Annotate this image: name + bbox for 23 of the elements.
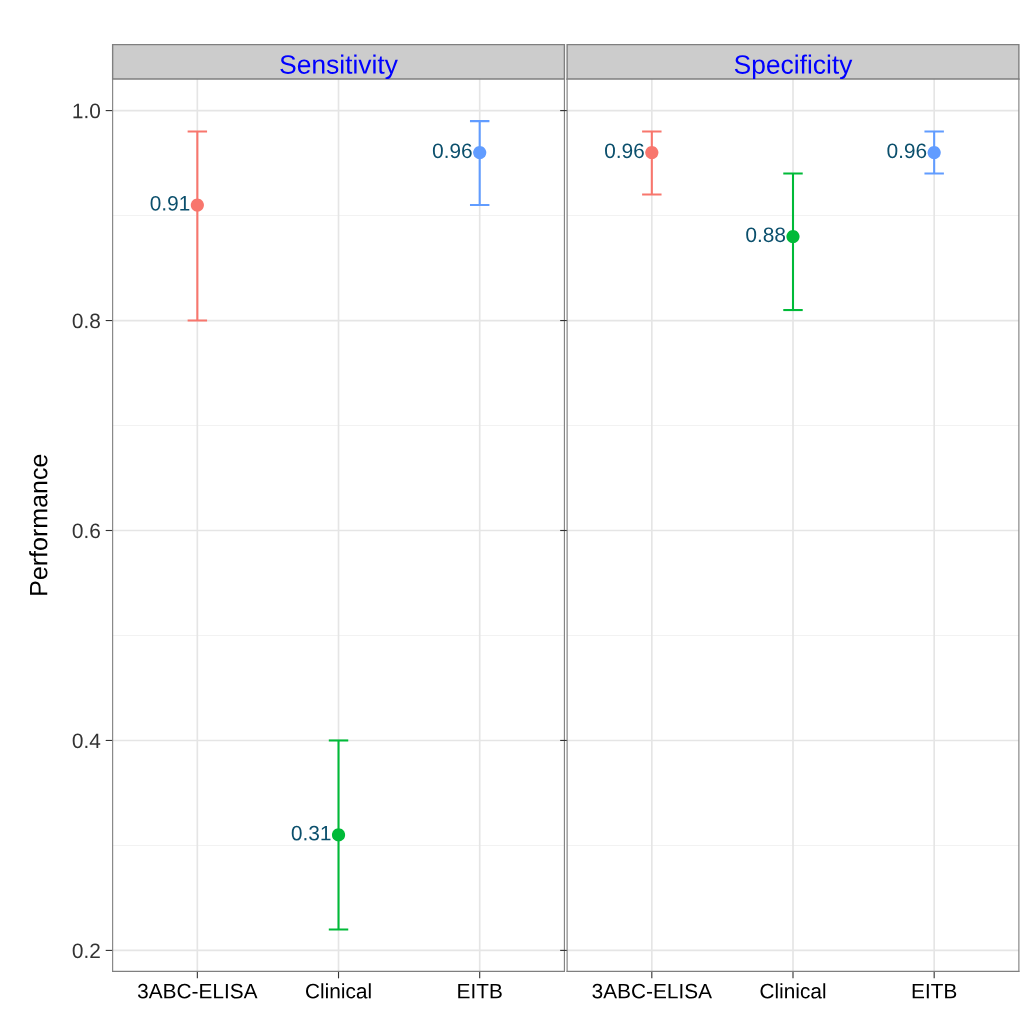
- x-tick-label: EITB: [912, 983, 957, 999]
- data-label: 0.96: [605, 143, 644, 159]
- point: [190, 198, 204, 212]
- x-tick-label: Clinical: [760, 983, 826, 999]
- y-tick-label: 1.0: [73, 103, 101, 119]
- data-label: 0.96: [887, 143, 927, 159]
- y-axis-title: Performance: [29, 454, 48, 595]
- x-tick-label: 3ABC-ELISA: [592, 983, 712, 999]
- x-tick-label: Clinical: [306, 983, 371, 999]
- chart-title: Sensitivity: [280, 54, 398, 80]
- y-tick-label: 0.8: [72, 313, 100, 329]
- point: [331, 828, 346, 842]
- data-label: 0.88: [746, 227, 786, 243]
- x-tick-label: 3ABC-ELISA: [137, 983, 258, 999]
- y-tick-label: 0.6: [72, 523, 100, 539]
- data-label: 0.91: [150, 195, 190, 211]
- y-tick-label: 0.2: [72, 943, 100, 959]
- y-tick-label: 0.4: [72, 733, 101, 749]
- data-label: 0.31: [291, 825, 331, 841]
- point: [473, 145, 487, 160]
- chart-title: Specificity: [734, 54, 853, 80]
- data-label: 0.96: [432, 143, 472, 159]
- x-tick-label: EITB: [458, 983, 502, 999]
